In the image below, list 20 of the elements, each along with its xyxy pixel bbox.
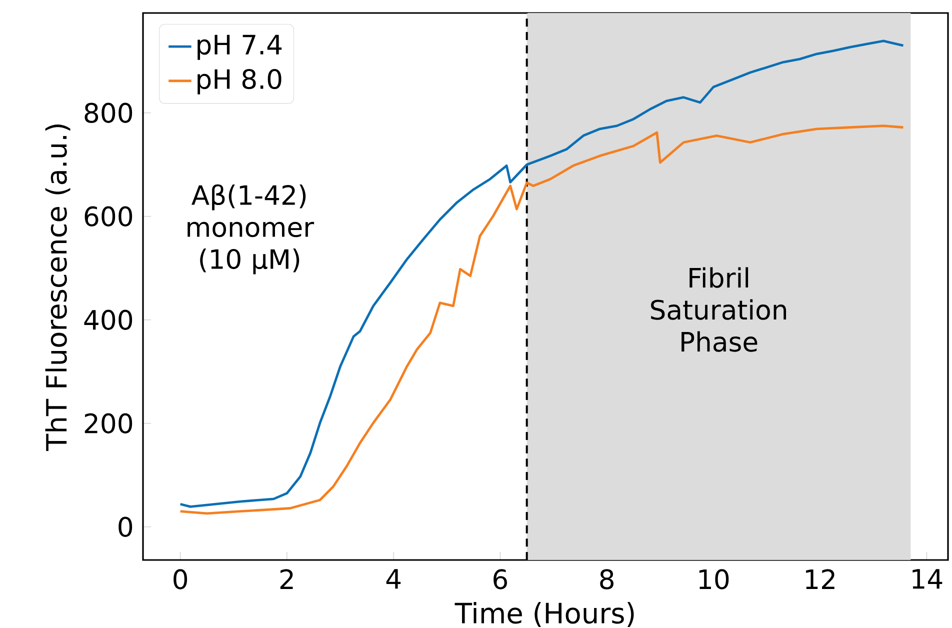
x-tick-label: 2	[280, 569, 293, 589]
band-label: Fibril Saturation Phase	[651, 267, 786, 352]
x-tick-label: 12	[806, 569, 834, 589]
y-axis-title: ThT Fluorescence (a.u.)	[45, 124, 70, 451]
legend-label: pH 7.4	[198, 34, 282, 60]
x-tick-label: 0	[174, 569, 188, 590]
y-tick-label: 0	[118, 516, 132, 537]
x-tick-label: 10	[699, 569, 729, 590]
line-series	[179, 124, 904, 515]
x-tick-label: 14	[912, 569, 942, 589]
y-tick-label: 400	[84, 310, 132, 330]
y-tick-label: 600	[84, 206, 132, 226]
legend-label: pH 8.0	[198, 68, 282, 94]
x-tick-label: 6	[494, 569, 507, 590]
y-tick-label: 200	[84, 413, 132, 434]
x-tick-label: 4	[386, 569, 401, 589]
x-axis-title: Time (Hours)	[454, 602, 634, 628]
annotation: Aβ(1-42) monomer (10 μM)	[188, 184, 314, 274]
y-tick-label: 800	[84, 102, 132, 123]
x-tick-label: 8	[600, 569, 614, 590]
